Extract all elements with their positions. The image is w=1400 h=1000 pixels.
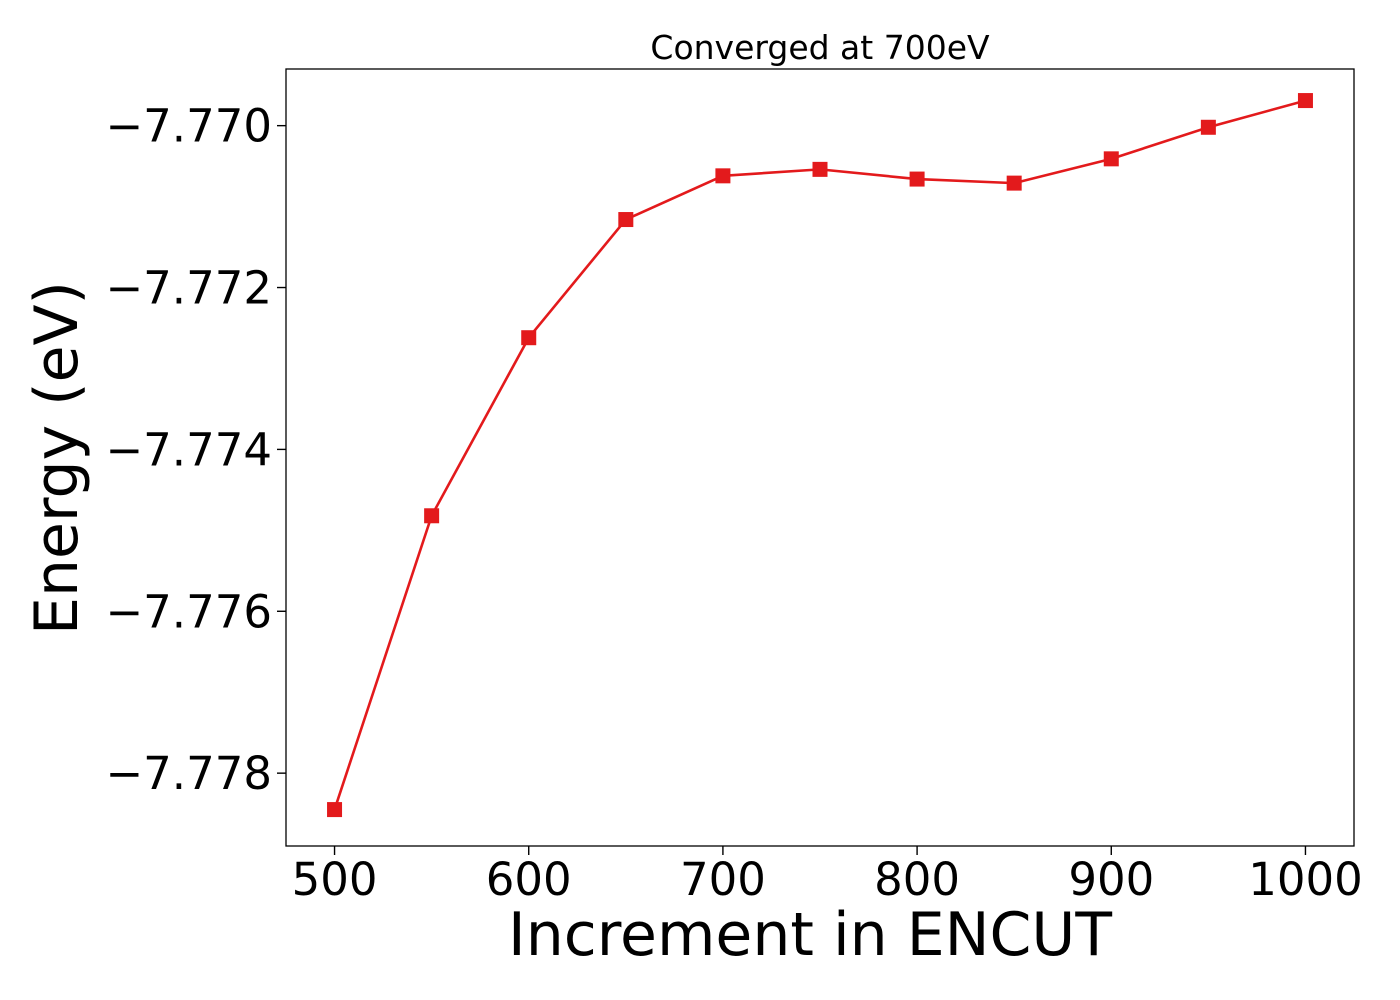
y-axis: −7.770 −7.772 −7.774 −7.776 −7.778 [105,100,286,800]
x-tick-label: 700 [680,853,766,906]
data-point-marker [1006,175,1022,191]
plot-area-frame [285,68,1355,847]
x-tick-label: 600 [486,853,572,906]
x-tick-label: 500 [292,853,378,906]
x-tick-label: 900 [1068,853,1154,906]
x-tick-label: 1000 [1248,853,1363,906]
data-point-marker [1200,119,1216,135]
y-axis-label: Energy (eV) [22,281,92,635]
y-tick-label: −7.776 [105,585,272,638]
y-tick-label: −7.778 [105,747,272,800]
chart-title: Converged at 700eV [650,28,990,67]
data-point-marker [521,330,537,346]
data-point-marker [812,161,828,177]
y-tick-label: −7.772 [105,262,272,315]
data-point-marker [327,802,343,818]
y-tick-label: −7.770 [105,100,272,153]
data-point-marker [618,212,634,228]
y-tick-label: −7.774 [105,423,272,476]
data-point-marker [424,508,440,524]
data-point-marker [909,171,925,187]
x-axis: 500 600 700 800 900 1000 [292,846,1363,906]
x-tick-label: 800 [874,853,960,906]
data-point-marker [715,168,731,184]
series-layer [327,93,1313,818]
series-line [333,99,1306,810]
data-point-marker [1103,151,1119,167]
x-axis-label: Increment in ENCUT [508,900,1112,970]
data-point-marker [1297,93,1313,109]
